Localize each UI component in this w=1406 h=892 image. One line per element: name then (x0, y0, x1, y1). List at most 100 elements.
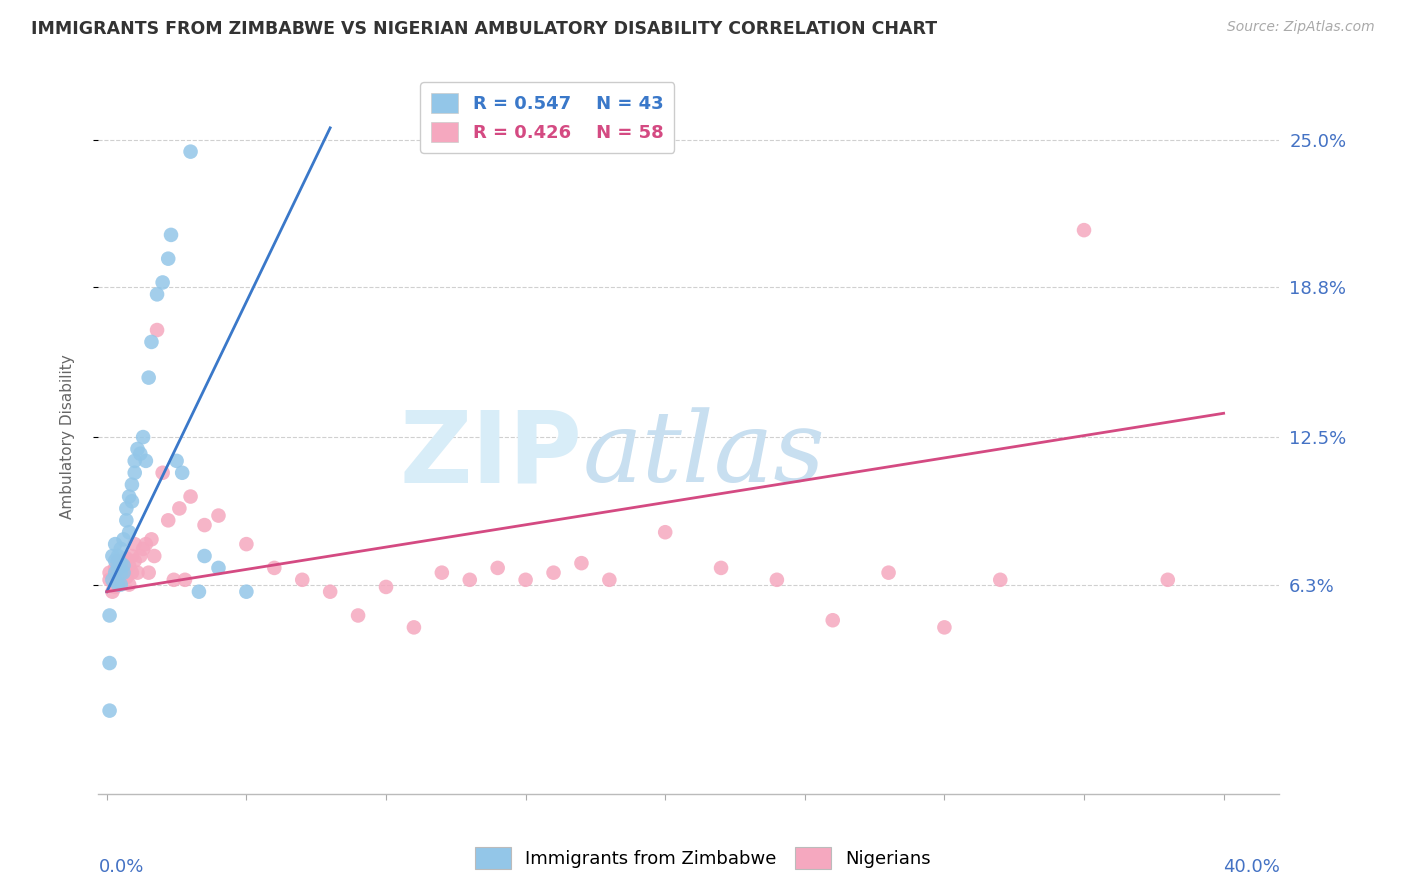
Text: 40.0%: 40.0% (1223, 858, 1279, 876)
Point (110, 556, 132, 570)
Point (163, 573, 186, 587)
Point (104, 561, 127, 575)
Point (107, 554, 129, 568)
Point (115, 551, 138, 566)
Point (152, 276, 174, 290)
Point (107, 561, 129, 575)
Point (110, 561, 132, 575)
Point (152, 466, 174, 480)
Point (124, 454, 146, 468)
Point (207, 508, 229, 523)
Point (157, 513, 180, 527)
Point (112, 558, 135, 573)
Point (98, 656, 121, 670)
Point (291, 573, 314, 587)
Point (104, 537, 127, 551)
Y-axis label: Ambulatory Disability: Ambulatory Disability (60, 355, 75, 519)
Point (187, 584, 209, 599)
Point (543, 566, 565, 580)
Point (988, 573, 1011, 587)
Point (207, 561, 229, 575)
Point (121, 549, 143, 563)
Point (193, 549, 215, 563)
Point (143, 549, 166, 563)
Point (98, 704, 121, 718)
Point (169, 501, 191, 516)
Point (112, 533, 135, 547)
Text: 0.0%: 0.0% (98, 858, 143, 876)
Point (710, 561, 733, 575)
Point (107, 566, 129, 580)
Point (138, 370, 160, 384)
Point (146, 323, 169, 337)
Point (121, 494, 143, 508)
Point (110, 541, 132, 556)
Point (571, 556, 593, 570)
Text: IMMIGRANTS FROM ZIMBABWE VS NIGERIAN AMBULATORY DISABILITY CORRELATION CHART: IMMIGRANTS FROM ZIMBABWE VS NIGERIAN AMB… (31, 20, 936, 37)
Point (110, 573, 132, 587)
Text: Source: ZipAtlas.com: Source: ZipAtlas.com (1227, 20, 1375, 34)
Point (180, 490, 202, 504)
Point (172, 466, 194, 480)
Point (115, 570, 138, 584)
Point (458, 573, 481, 587)
Point (110, 566, 132, 580)
Point (121, 566, 143, 580)
Point (319, 584, 342, 599)
Point (118, 558, 141, 573)
Point (112, 566, 135, 580)
Point (263, 561, 285, 575)
Point (135, 537, 157, 551)
Point (157, 252, 180, 266)
Point (132, 430, 155, 444)
Point (124, 466, 146, 480)
Point (375, 580, 398, 594)
Point (124, 554, 146, 568)
Point (402, 620, 425, 634)
Point (124, 537, 146, 551)
Point (115, 513, 138, 527)
Point (101, 573, 124, 587)
Point (598, 573, 620, 587)
Point (132, 541, 155, 556)
Point (180, 145, 202, 159)
Point (101, 584, 124, 599)
Point (129, 549, 152, 563)
Point (193, 518, 215, 533)
Point (235, 584, 257, 599)
Point (104, 554, 127, 568)
Point (121, 477, 143, 491)
Text: atlas: atlas (582, 408, 825, 502)
Point (104, 566, 127, 580)
Point (430, 566, 453, 580)
Point (107, 577, 129, 591)
Point (654, 525, 676, 540)
Point (146, 287, 169, 301)
Point (235, 537, 257, 551)
Point (129, 447, 152, 461)
Point (1157, 573, 1180, 587)
Point (515, 573, 537, 587)
Point (141, 334, 163, 349)
Point (98, 573, 121, 587)
Point (98, 608, 121, 623)
Point (821, 613, 844, 627)
Point (112, 556, 135, 570)
Point (486, 561, 509, 575)
Point (98, 566, 121, 580)
Point (115, 501, 138, 516)
Point (118, 490, 141, 504)
Point (118, 577, 141, 591)
Point (118, 525, 141, 540)
Legend: Immigrants from Zimbabwe, Nigerians: Immigrants from Zimbabwe, Nigerians (468, 839, 938, 876)
Point (138, 566, 160, 580)
Point (347, 608, 370, 623)
Point (877, 566, 900, 580)
Point (766, 573, 789, 587)
Point (934, 620, 956, 634)
Point (127, 442, 149, 456)
Point (174, 573, 197, 587)
Point (166, 454, 188, 468)
Point (135, 454, 157, 468)
Point (104, 580, 127, 594)
